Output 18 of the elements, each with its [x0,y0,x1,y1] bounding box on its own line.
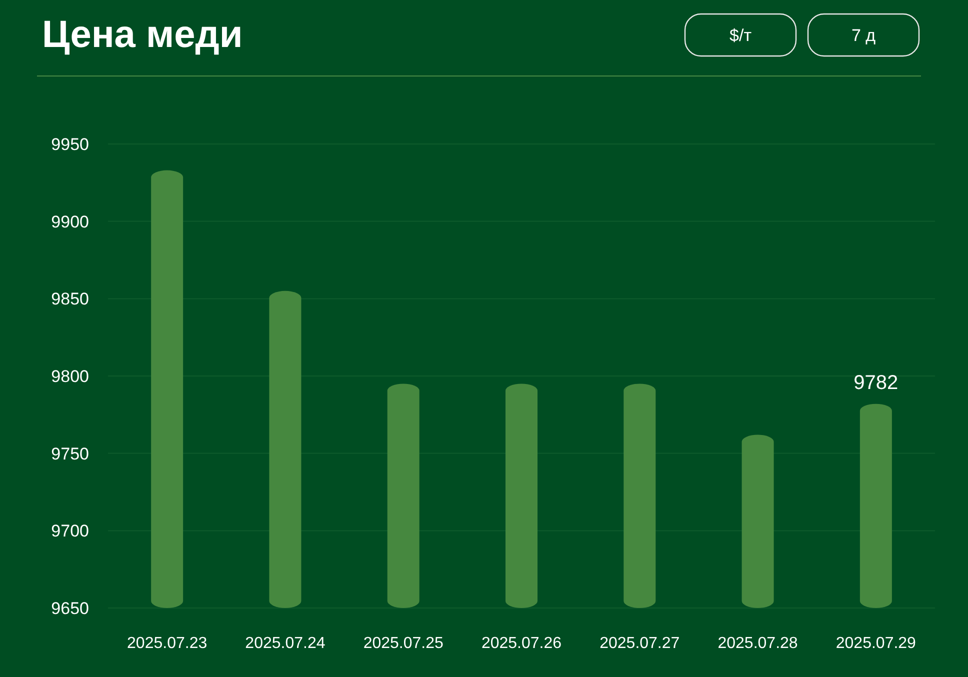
y-tick-label: 9900 [51,212,89,232]
y-tick-label: 9950 [51,135,89,154]
x-tick-label: 2025.07.25 [363,635,444,652]
data-label: 9782 [854,372,898,394]
y-tick-label: 9800 [51,367,89,386]
y-tick-label: 9700 [51,522,89,541]
toggle-button[interactable]: 7 д [807,13,920,57]
x-tick-label: 2025.07.27 [600,635,680,652]
y-tick-label: 9650 [51,599,89,618]
y-tick-label: 9850 [51,290,89,309]
y-tick-label: 9750 [51,444,89,464]
x-tick-label: 2025.07.28 [718,635,798,652]
toggle-button[interactable]: $/т [684,13,797,57]
x-tick-label: 2025.07.26 [481,635,562,652]
x-tick-label: 2025.07.29 [836,635,916,652]
x-tick-label: 2025.07.23 [127,635,208,652]
x-tick-label: 2025.07.24 [245,635,326,652]
chart-title: Цена меди [42,14,243,56]
